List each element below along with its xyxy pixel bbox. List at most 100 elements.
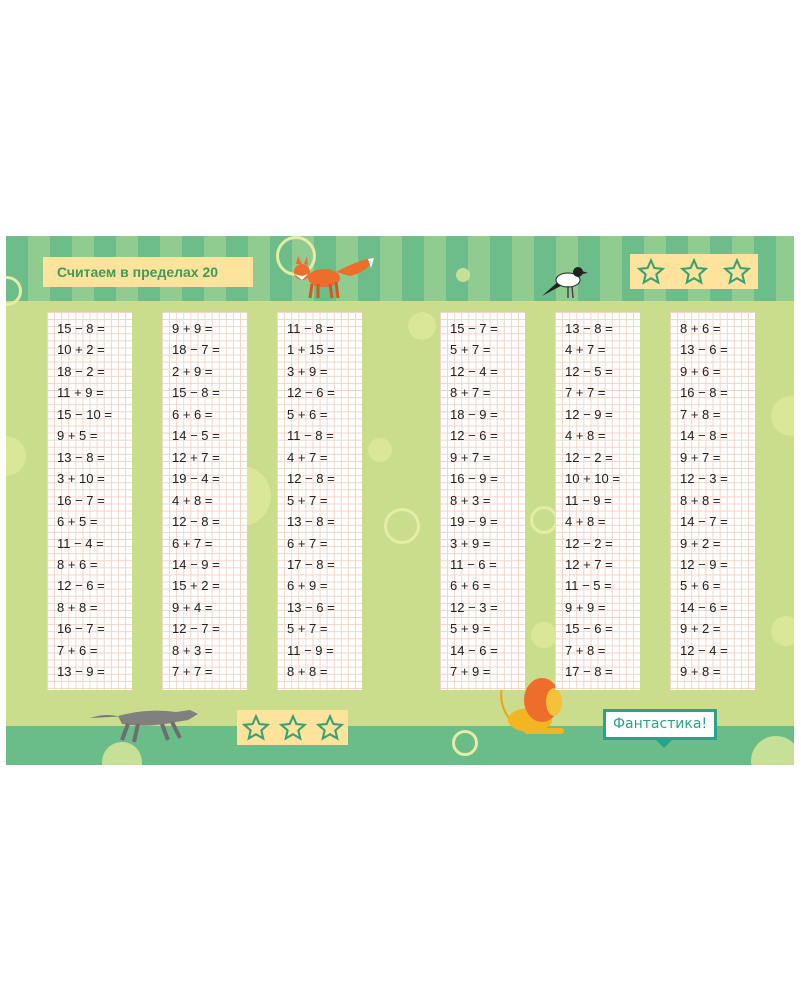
exercise-item: 11 − 8 = — [287, 428, 334, 444]
exercise-item: 17 − 8 = — [287, 556, 335, 572]
exercise-item: 14 − 8 = — [680, 428, 728, 444]
exercise-item: 9 + 2 = — [680, 535, 721, 551]
exercise-item: 8 + 3 = — [450, 492, 491, 508]
decor-dot — [771, 616, 794, 646]
exercise-item: 9 + 5 = — [57, 428, 98, 444]
exercise-item: 12 − 3 = — [450, 599, 498, 615]
exercise-item: 11 − 4 = — [57, 535, 104, 551]
exercise-column: 8 + 6 = 13 − 6 = 9 + 6 = 16 − 8 = 7 + 8 = 14 … — [670, 312, 755, 690]
wolf-illustration — [90, 710, 198, 743]
exercise-item: 5 + 7 = — [287, 492, 328, 508]
rating-stars-bottom — [237, 710, 348, 745]
exercise-item: 8 + 8 = — [287, 664, 328, 680]
exercise-item: 11 + 9 = — [57, 385, 104, 401]
decor-ring — [452, 730, 478, 756]
exercise-item: 12 − 9 = — [565, 406, 613, 422]
exercise-item: 10 + 2 = — [57, 342, 105, 358]
exercise-item: 4 + 8 = — [565, 514, 606, 530]
decor-dot — [6, 436, 26, 476]
exercise-item: 12 + 7 = — [172, 449, 220, 465]
exercise-item: 16 − 8 = — [680, 385, 728, 401]
exercise-item: 12 − 2 = — [565, 535, 613, 551]
exercise-item: 6 + 7 = — [287, 535, 328, 551]
exercise-column: 13 − 8 = 4 + 7 = 12 − 5 = 7 + 7 = 12 − 9 = 4 … — [555, 312, 640, 690]
lion-illustration — [499, 678, 564, 734]
exercise-item: 10 + 10 = — [565, 471, 620, 487]
exercise-item: 12 + 7 = — [565, 556, 613, 572]
exercise-item: 15 − 10 = — [57, 406, 112, 422]
exercise-column: 9 + 9 = 18 − 7 = 2 + 9 = 15 − 8 = 6 + 6 = 14 … — [162, 312, 247, 690]
decor-dot — [408, 312, 436, 340]
exercise-item: 11 − 6 = — [450, 556, 497, 572]
exercise-item: 3 + 9 = — [287, 363, 328, 379]
exercise-column: 15 − 7 = 5 + 7 = 12 − 4 = 8 + 7 = 18 − 9 = 12… — [440, 312, 525, 690]
star-icon — [241, 713, 270, 741]
exercise-item: 5 + 7 = — [450, 342, 491, 358]
worksheet: Считаем в пределах 20 Фантастика! 15 − 8… — [6, 236, 794, 765]
exercise-item: 8 + 8 = — [680, 492, 721, 508]
exercise-item: 7 + 7 = — [172, 664, 213, 680]
exercise-item: 13 − 8 = — [57, 449, 105, 465]
exercise-item: 18 − 9 = — [450, 406, 498, 422]
exercise-item: 15 − 8 = — [57, 321, 105, 336]
exercise-item: 12 − 2 = — [565, 449, 613, 465]
exercise-item: 2 + 9 = — [172, 363, 213, 379]
star-icon — [637, 257, 666, 285]
exercise-item: 11 − 5 = — [565, 578, 612, 594]
exercise-item: 16 − 7 = — [57, 621, 105, 637]
exercise-item: 7 + 8 = — [680, 406, 721, 422]
exercise-item: 15 − 8 = — [172, 385, 220, 401]
exercise-item: 8 + 6 = — [680, 321, 721, 336]
exercise-column: 15 − 8 = 10 + 2 = 18 − 2 = 11 + 9 = 15 − 10 … — [47, 312, 132, 690]
exercise-item: 13 − 6 = — [680, 342, 728, 358]
exercise-item: 9 + 7 = — [450, 449, 491, 465]
exercise-item: 8 + 7 = — [450, 385, 491, 401]
exercise-item: 12 − 6 = — [287, 385, 335, 401]
exercise-item: 7 + 7 = — [565, 385, 606, 401]
exercise-item: 8 + 3 = — [172, 642, 213, 658]
exercise-item: 6 + 6 = — [450, 578, 491, 594]
decor-dot — [102, 742, 142, 765]
exercise-item: 4 + 8 = — [565, 428, 606, 444]
exercise-item: 11 − 9 = — [565, 492, 612, 508]
exercise-item: 3 + 9 = — [450, 535, 491, 551]
exercise-item: 12 − 4 = — [450, 363, 498, 379]
exercise-item: 12 − 6 = — [57, 578, 105, 594]
exercise-item: 12 − 7 = — [172, 621, 220, 637]
exercise-item: 19 − 9 = — [450, 514, 498, 530]
exercise-item: 14 − 7 = — [680, 514, 728, 530]
exercise-item: 6 + 9 = — [287, 578, 328, 594]
exercise-item: 8 + 6 = — [57, 556, 98, 572]
star-icon — [278, 713, 307, 741]
exercise-item: 8 + 8 = — [57, 599, 98, 615]
rating-stars-top — [630, 254, 758, 289]
exercise-item: 18 − 7 = — [172, 342, 220, 358]
exercise-item: 9 + 4 = — [172, 599, 213, 615]
exercise-item: 6 + 7 = — [172, 535, 213, 551]
exercise-item: 11 − 8 = — [287, 321, 334, 336]
exercise-item: 5 + 6 = — [680, 578, 721, 594]
exercise-item: 6 + 5 = — [57, 514, 98, 530]
exercise-item: 5 + 7 = — [287, 621, 328, 637]
exercise-item: 9 + 2 = — [680, 621, 721, 637]
exercise-item: 12 − 3 = — [680, 471, 728, 487]
exercise-item: 9 + 9 = — [565, 599, 606, 615]
decor-dot — [456, 268, 470, 282]
exercise-item: 9 + 9 = — [172, 321, 213, 336]
magpie-illustration — [542, 267, 588, 299]
star-icon — [722, 257, 751, 285]
exercise-item: 17 − 8 = — [565, 664, 613, 680]
exercise-item: 14 − 9 = — [172, 556, 220, 572]
exercise-item: 7 + 6 = — [57, 642, 98, 658]
exercise-item: 9 + 8 = — [680, 664, 721, 680]
exercise-item: 11 − 9 = — [287, 642, 334, 658]
decor-ring — [384, 508, 420, 544]
exercise-item: 12 − 4 = — [680, 642, 728, 658]
exercise-item: 14 − 6 = — [680, 599, 728, 615]
exercise-item: 9 + 6 = — [680, 363, 721, 379]
decor-dot — [531, 622, 557, 648]
exercise-item: 12 − 6 = — [450, 428, 498, 444]
exercise-item: 16 − 9 = — [450, 471, 498, 487]
exercise-item: 4 + 7 = — [565, 342, 606, 358]
praise-speech-bubble: Фантастика! — [603, 709, 717, 748]
